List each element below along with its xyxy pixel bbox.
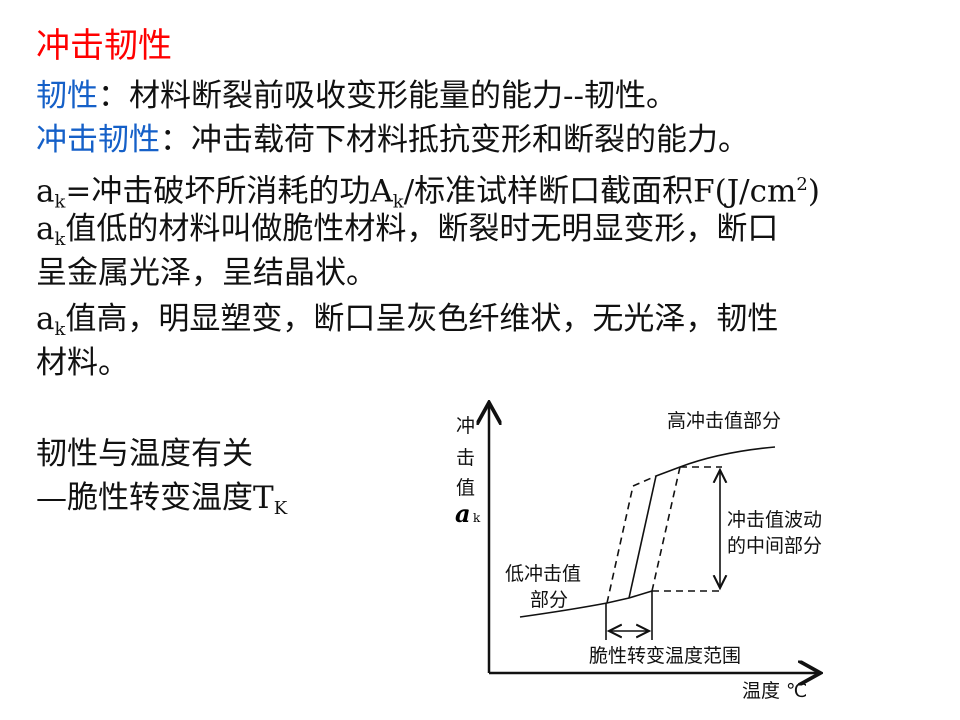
lower-curve — [519, 590, 653, 618]
transition-line — [628, 475, 657, 599]
formula-sup: 2 — [796, 174, 808, 195]
formula-end: /标准试样断口截面积F(J/cm — [403, 173, 797, 210]
low-value-label-1: 低冲击值 — [505, 563, 581, 585]
impact-toughness-definition: 冲击韧性：冲击载荷下材料抵抗变形和断裂的能力。 — [36, 120, 749, 160]
left-dashed-bound — [606, 485, 634, 604]
ak-low-text: ak值低的材料叫做脆性材料，断裂时无明显变形，断口 — [36, 209, 778, 260]
low-text: 值低的材料叫做脆性材料，断裂时无明显变形，断口 — [65, 211, 779, 247]
formula-k: k — [392, 191, 404, 213]
ak-formula: ak=冲击破坏所消耗的功Ak/标准试样断口截面积F(J/cm2) — [36, 165, 820, 222]
high-value-label: 高冲击值部分 — [667, 410, 781, 432]
ak-k: k — [54, 191, 66, 213]
temperature-text: 韧性与温度有关 — [36, 436, 253, 472]
y-symbol-sub: k — [473, 511, 481, 525]
mid-value-label-2: 的中间部分 — [727, 535, 822, 557]
formula-mid: =冲击破坏所消耗的功A — [65, 173, 393, 210]
ak-k: k — [54, 319, 66, 340]
ak-low-text-2: 呈金属光泽，呈结晶状。 — [36, 255, 377, 291]
high-text: 值高，明显塑变，断口呈灰色纤维状，无光泽，韧性 — [65, 301, 779, 337]
toughness-term: 韧性 — [36, 78, 98, 114]
y-label-3: 值 — [456, 477, 475, 499]
y-label-2: 击 — [456, 447, 475, 469]
low-value-label-2: 部分 — [530, 589, 568, 611]
trans-sub: K — [273, 498, 288, 519]
ak-high-text: ak值高，明显塑变，断口呈灰色纤维状，无光泽，韧性 — [36, 299, 778, 350]
ak-high-text-2: 材料。 — [36, 345, 129, 381]
trans-text: —脆性转变温度T — [36, 480, 274, 516]
impact-def-text: ：冲击载荷下材料抵抗变形和断裂的能力。 — [160, 122, 749, 158]
ak-a: a — [36, 173, 55, 210]
ak-a: a — [36, 301, 55, 337]
slide-title: 冲击韧性 — [36, 26, 172, 66]
range-label: 脆性转变温度范围 — [589, 645, 741, 667]
y-label-1: 冲 — [456, 415, 475, 437]
y-symbol: a — [455, 499, 471, 528]
ak-a: a — [36, 211, 55, 247]
mid-value-label-1: 冲击值波动 — [727, 509, 822, 531]
right-dashed-bound — [651, 466, 681, 592]
x-axis-label: 温度 ℃ — [742, 680, 807, 702]
impact-term: 冲击韧性 — [36, 122, 160, 158]
upper-curve — [655, 446, 776, 477]
ak-k: k — [54, 229, 66, 250]
transition-temp-text: —脆性转变温度TK — [36, 478, 287, 529]
formula-close: ) — [807, 173, 820, 210]
toughness-definition: 韧性：材料断裂前吸收变形能量的能力--韧性。 — [36, 76, 677, 116]
toughness-def-text: ：材料断裂前吸收变形能量的能力--韧性。 — [98, 78, 677, 114]
upper-dashed-segment — [632, 475, 657, 487]
